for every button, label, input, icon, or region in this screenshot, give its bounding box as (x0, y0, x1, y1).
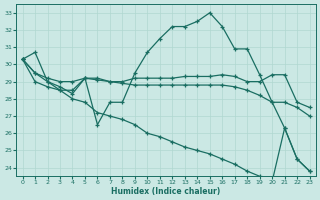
X-axis label: Humidex (Indice chaleur): Humidex (Indice chaleur) (111, 187, 221, 196)
